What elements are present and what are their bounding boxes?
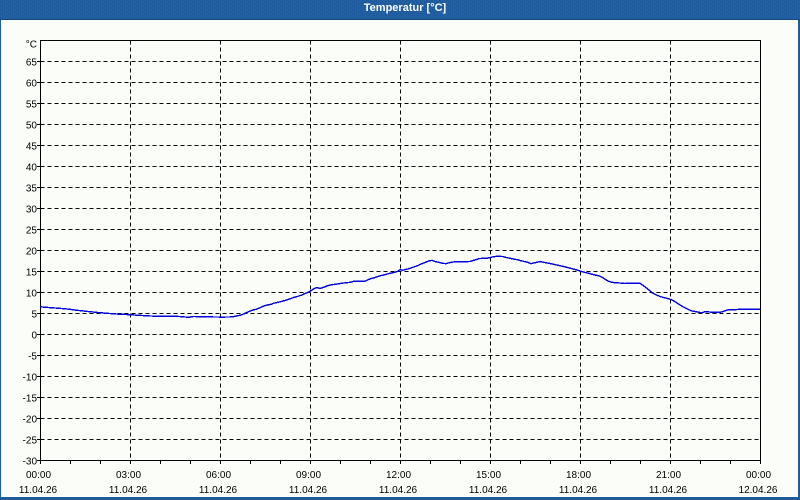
- svg-text:30: 30: [26, 205, 38, 216]
- svg-text:11.04.26: 11.04.26: [199, 485, 238, 496]
- svg-text:50: 50: [26, 121, 38, 132]
- svg-text:11.04.26: 11.04.26: [649, 485, 688, 496]
- svg-text:0: 0: [31, 331, 37, 342]
- svg-text:40: 40: [26, 163, 38, 174]
- svg-text:21:00: 21:00: [656, 470, 681, 481]
- svg-text:45: 45: [26, 142, 38, 153]
- svg-text:12:00: 12:00: [386, 470, 411, 481]
- svg-text:20: 20: [26, 247, 38, 258]
- svg-text:11.04.26: 11.04.26: [469, 485, 508, 496]
- svg-text:-15: -15: [23, 394, 38, 405]
- svg-text:12.04.26: 12.04.26: [739, 485, 778, 496]
- svg-text:-10: -10: [23, 373, 38, 384]
- svg-text:-20: -20: [23, 415, 38, 426]
- svg-text:03:00: 03:00: [116, 470, 141, 481]
- svg-text:11.04.26: 11.04.26: [289, 485, 328, 496]
- svg-text:5: 5: [31, 310, 37, 321]
- svg-text:°C: °C: [26, 40, 37, 51]
- svg-text:55: 55: [26, 100, 38, 111]
- svg-text:-5: -5: [28, 352, 37, 363]
- svg-text:18:00: 18:00: [566, 470, 591, 481]
- svg-text:-25: -25: [23, 436, 38, 447]
- svg-text:25: 25: [26, 226, 38, 237]
- svg-text:60: 60: [26, 79, 38, 90]
- svg-text:11.04.26: 11.04.26: [19, 485, 58, 496]
- svg-text:65: 65: [26, 58, 38, 69]
- svg-text:-30: -30: [23, 457, 38, 468]
- svg-text:15:00: 15:00: [476, 470, 501, 481]
- svg-text:09:00: 09:00: [296, 470, 321, 481]
- svg-text:11.04.26: 11.04.26: [559, 485, 598, 496]
- svg-text:06:00: 06:00: [206, 470, 231, 481]
- svg-text:35: 35: [26, 184, 38, 195]
- svg-text:15: 15: [26, 268, 38, 279]
- svg-text:00:00: 00:00: [746, 470, 771, 481]
- svg-text:10: 10: [26, 289, 38, 300]
- svg-text:11.04.26: 11.04.26: [379, 485, 418, 496]
- svg-text:00:00: 00:00: [26, 470, 51, 481]
- svg-text:11.04.26: 11.04.26: [109, 485, 148, 496]
